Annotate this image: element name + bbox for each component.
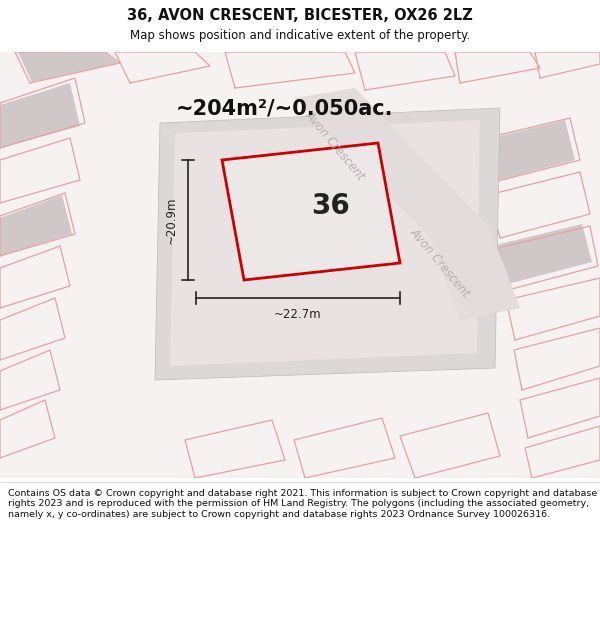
Polygon shape bbox=[0, 195, 72, 256]
Text: 36: 36 bbox=[311, 192, 350, 221]
Text: ~204m²/~0.050ac.: ~204m²/~0.050ac. bbox=[176, 98, 394, 118]
Polygon shape bbox=[222, 143, 400, 280]
Polygon shape bbox=[492, 224, 592, 286]
Polygon shape bbox=[18, 52, 118, 82]
Polygon shape bbox=[295, 88, 490, 238]
Polygon shape bbox=[430, 228, 520, 320]
Text: Map shows position and indicative extent of the property.: Map shows position and indicative extent… bbox=[130, 29, 470, 42]
Text: Avon Crescent: Avon Crescent bbox=[302, 109, 368, 183]
Text: 36, AVON CRESCENT, BICESTER, OX26 2LZ: 36, AVON CRESCENT, BICESTER, OX26 2LZ bbox=[127, 8, 473, 22]
Polygon shape bbox=[0, 83, 80, 148]
Polygon shape bbox=[170, 120, 480, 366]
Text: ~22.7m: ~22.7m bbox=[274, 308, 322, 321]
Text: Contains OS data © Crown copyright and database right 2021. This information is : Contains OS data © Crown copyright and d… bbox=[8, 489, 597, 519]
Text: Avon Crescent: Avon Crescent bbox=[407, 226, 473, 300]
Polygon shape bbox=[155, 108, 500, 380]
Text: ~20.9m: ~20.9m bbox=[165, 196, 178, 244]
Polygon shape bbox=[476, 120, 575, 183]
